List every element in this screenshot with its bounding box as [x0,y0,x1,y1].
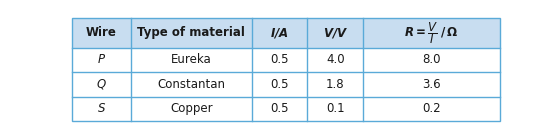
Text: $\boldsymbol{R = \dfrac{V}{I}}$ $\boldsymbol{/\,\Omega}$: $\boldsymbol{R = \dfrac{V}{I}}$ $\boldsy… [404,20,459,46]
Text: 8.0: 8.0 [422,53,441,66]
Bar [72,18,500,47]
Text: Wire: Wire [86,26,117,39]
Text: 0.5: 0.5 [270,78,289,91]
Text: Type of material: Type of material [137,26,246,39]
Text: S: S [98,102,105,116]
Text: Q: Q [97,78,106,91]
Text: 3.6: 3.6 [422,78,441,91]
Text: 0.1: 0.1 [326,102,344,116]
Text: Constantan: Constantan [157,78,225,91]
Text: 0.2: 0.2 [422,102,441,116]
Text: 1.8: 1.8 [326,78,344,91]
Text: P: P [98,53,105,66]
Text: $\bfit{V}$/V: $\bfit{V}$/V [323,26,348,40]
Text: 0.5: 0.5 [270,102,289,116]
Text: Eureka: Eureka [171,53,211,66]
Text: $\bfit{I}$/A: $\bfit{I}$/A [270,26,289,40]
Text: 0.5: 0.5 [270,53,289,66]
Text: Copper: Copper [170,102,213,116]
Text: 4.0: 4.0 [326,53,344,66]
